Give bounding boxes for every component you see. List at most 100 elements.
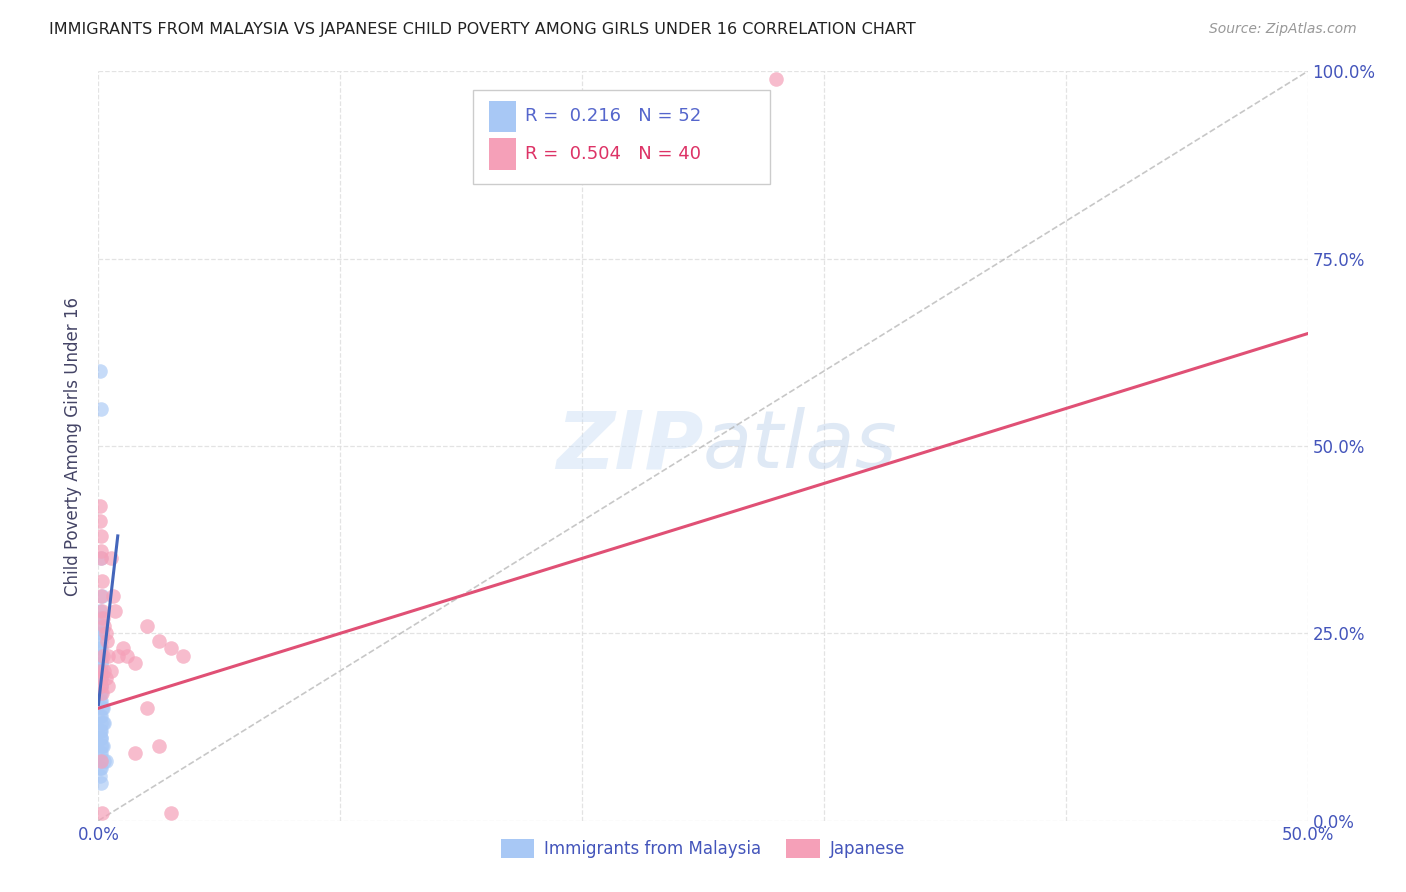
Point [90,731,112,746]
Point [93,754,115,768]
Point [90,633,112,648]
Point [90,708,112,723]
Point [107,648,129,663]
Point [97,648,120,663]
Point [90,731,112,746]
Point [90,589,112,603]
Point [89,664,111,678]
Point [90,686,112,700]
Point [91,739,114,753]
Text: atlas: atlas [703,407,898,485]
Point [90,551,112,566]
Point [89,769,111,783]
Point [90,529,112,543]
Point [90,401,112,416]
Point [90,671,112,685]
Point [89,731,111,746]
Text: R =  0.216   N = 52: R = 0.216 N = 52 [526,107,702,125]
Point [93,664,115,678]
Legend: Immigrants from Malaysia, Japanese: Immigrants from Malaysia, Japanese [495,832,911,864]
Point [124,746,146,760]
Point [89,671,111,685]
Point [90,671,112,685]
Text: R =  0.504   N = 40: R = 0.504 N = 40 [526,145,702,162]
Point [100,551,122,566]
Point [94,626,117,640]
Text: Source: ZipAtlas.com: Source: ZipAtlas.com [1209,22,1357,37]
Point [135,619,157,633]
Point [91,739,114,753]
Point [93,619,115,633]
Point [90,611,112,625]
Point [91,716,114,731]
Point [90,761,112,775]
Point [89,641,111,656]
Point [90,657,112,671]
Point [90,679,112,693]
Point [91,589,114,603]
Y-axis label: Child Poverty Among Girls Under 16: Child Poverty Among Girls Under 16 [65,296,83,596]
Point [160,806,183,821]
Point [94,671,117,685]
Point [89,364,111,378]
Point [97,679,120,693]
Text: IMMIGRANTS FROM MALAYSIA VS JAPANESE CHILD POVERTY AMONG GIRLS UNDER 16 CORRELAT: IMMIGRANTS FROM MALAYSIA VS JAPANESE CHI… [49,22,915,37]
Point [89,514,111,528]
Point [93,716,115,731]
Point [90,739,112,753]
Point [94,754,117,768]
Point [90,679,112,693]
Text: ZIP: ZIP [555,407,703,485]
Point [90,776,112,790]
Point [90,544,112,558]
Point [111,641,134,656]
Point [91,604,114,618]
Point [91,574,114,588]
Point [89,686,111,700]
Point [117,648,139,663]
Point [91,701,114,715]
Point [89,664,111,678]
Point [90,754,112,768]
Point [148,633,170,648]
Point [89,499,111,513]
Point [135,701,157,715]
Point [160,641,183,656]
Point [91,686,114,700]
Point [89,708,111,723]
Point [90,657,112,671]
Point [90,679,112,693]
Point [148,739,170,753]
Point [124,657,146,671]
Point [90,619,112,633]
Point [91,806,114,821]
Point [765,71,787,86]
Point [89,626,111,640]
Point [90,648,112,663]
Point [90,694,112,708]
Point [89,604,111,618]
Point [91,626,114,640]
Point [90,754,112,768]
FancyBboxPatch shape [474,90,769,184]
Point [90,551,112,566]
Point [91,611,114,625]
Point [96,633,118,648]
FancyBboxPatch shape [489,138,516,169]
Point [91,648,114,663]
Point [89,723,111,738]
Point [101,589,124,603]
FancyBboxPatch shape [489,101,516,132]
Point [89,648,111,663]
Point [89,664,111,678]
Point [91,701,114,715]
Point [90,723,112,738]
Point [89,746,111,760]
Point [90,716,112,731]
Point [90,641,112,656]
Point [89,723,111,738]
Point [89,694,111,708]
Point [104,604,127,618]
Point [89,761,111,775]
Point [90,746,112,760]
